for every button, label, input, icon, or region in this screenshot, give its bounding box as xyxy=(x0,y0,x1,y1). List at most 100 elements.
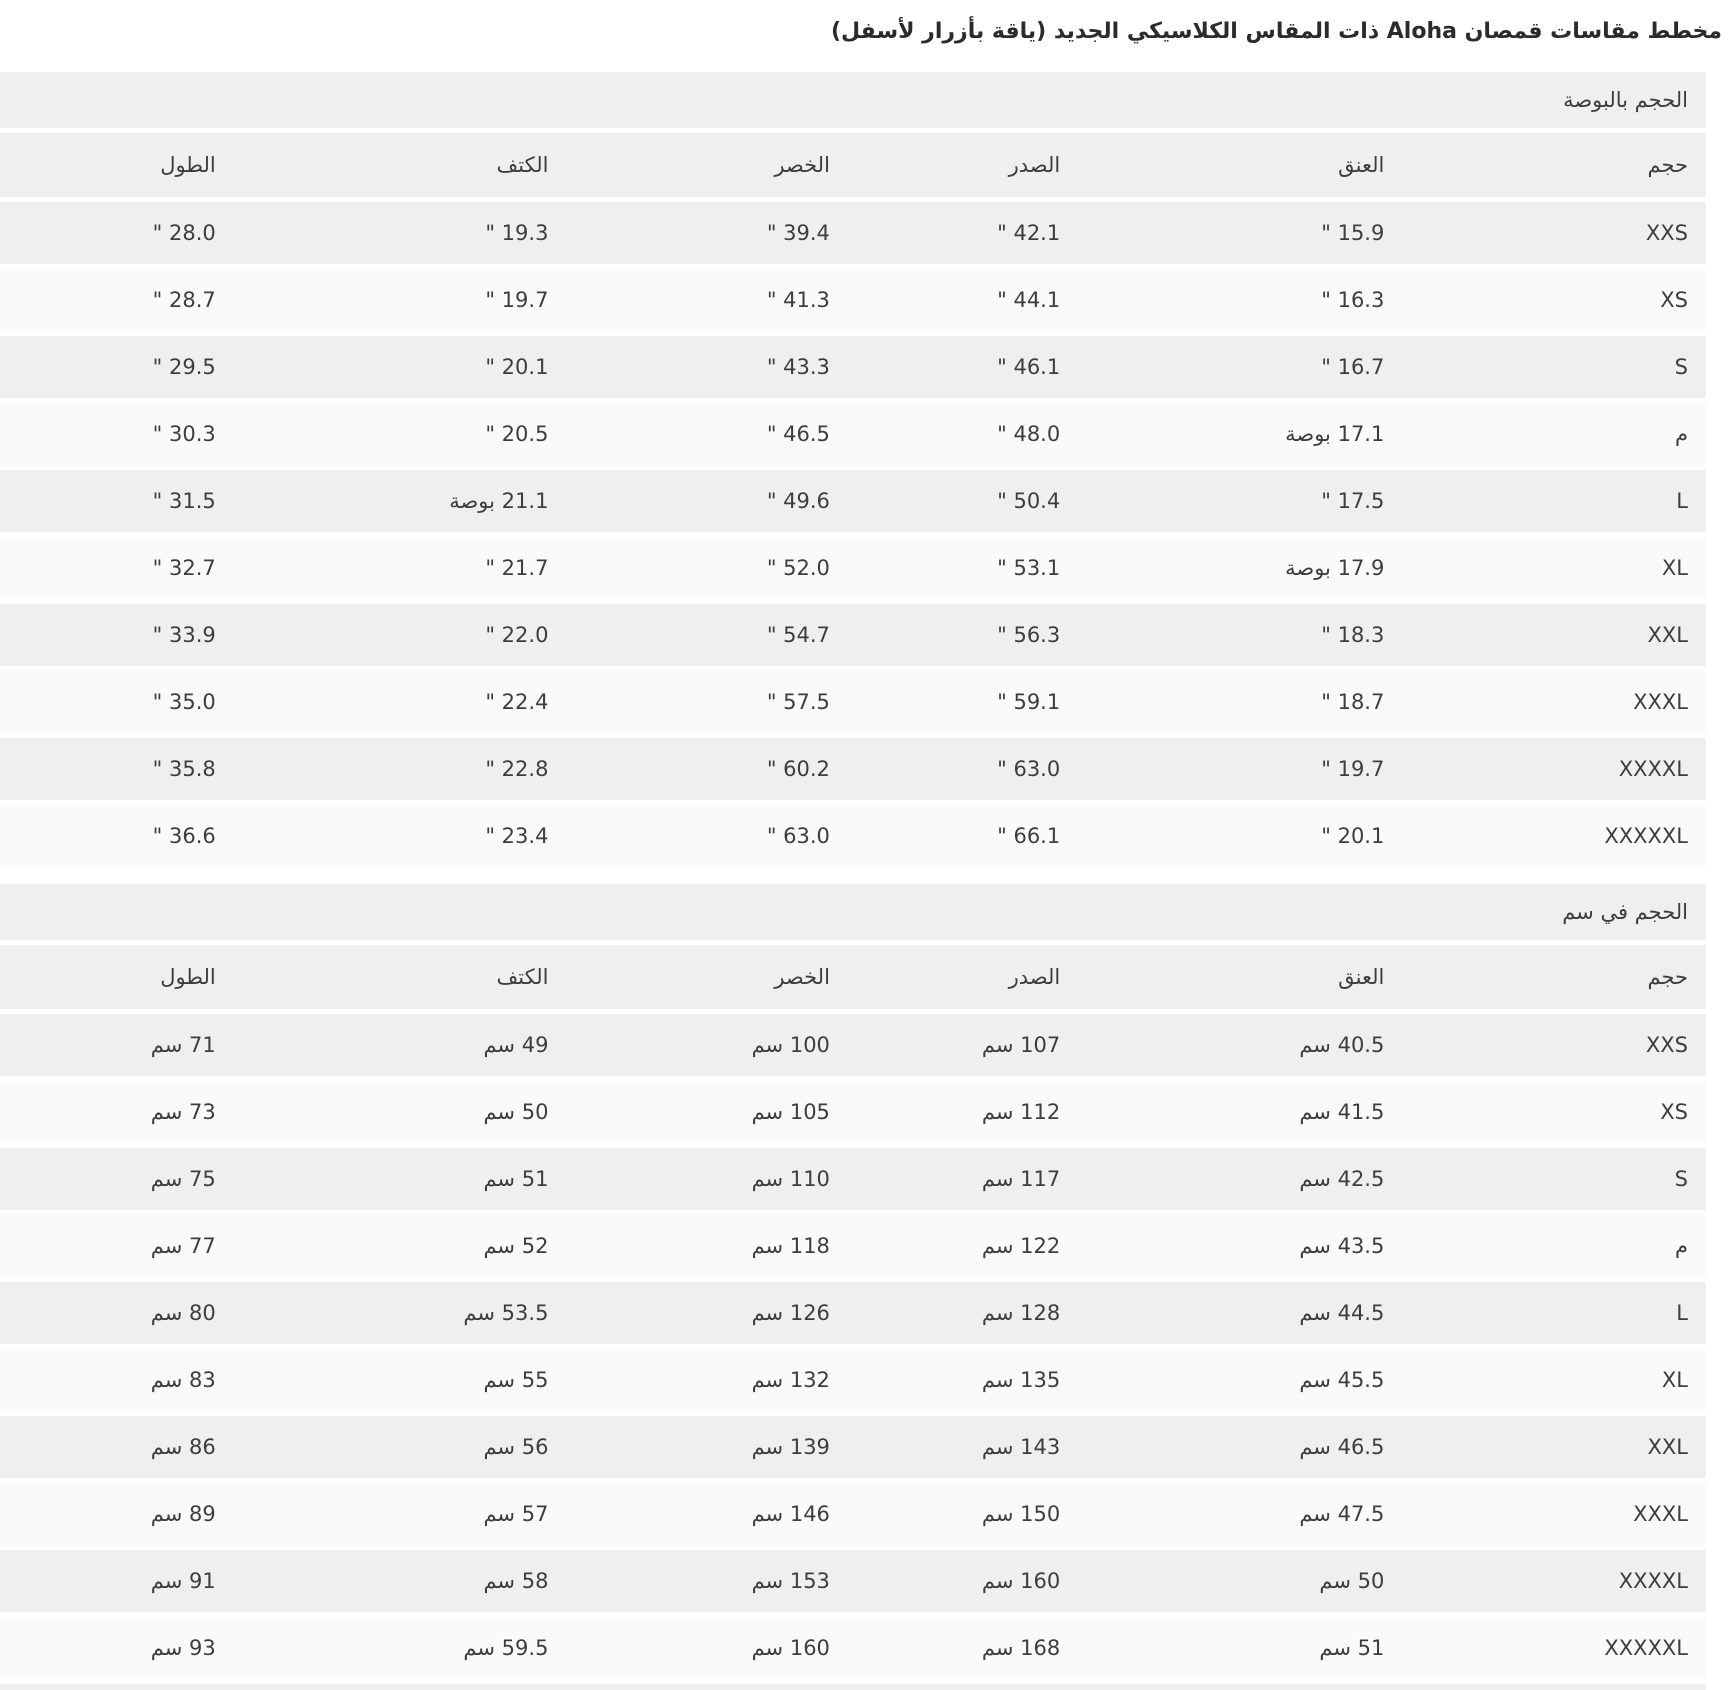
measurement-cell-chest: 44.1 " xyxy=(997,288,1061,312)
size-label-cell: XXXXXL xyxy=(1604,1636,1688,1660)
size-label-cell: XS xyxy=(1660,1100,1688,1124)
measurement-cell-neck: 17.1 بوصة xyxy=(1285,422,1385,446)
measurement-cell-neck: 46.5 سم xyxy=(1299,1435,1385,1459)
column-header-chest: الصدر xyxy=(1008,153,1061,177)
measurement-cell-waist: 126 سم xyxy=(751,1301,830,1325)
measurement-cell-shoulder: 57 سم xyxy=(483,1502,549,1526)
size-label-cell: XXL xyxy=(1647,623,1688,647)
table-row: م 17.1 بوصة 48.0 " 46.5 " 20.5 " 30.3 " xyxy=(0,403,1706,465)
measurement-cell-shoulder: 22.8 " xyxy=(485,757,549,781)
column-header-waist: الخصر xyxy=(774,965,830,989)
measurement-cell-waist: 146 سم xyxy=(751,1502,830,1526)
measurement-cell-neck: 19.7 " xyxy=(1321,757,1385,781)
measurement-cell-shoulder: 21.1 بوصة xyxy=(449,489,549,513)
column-header-shoulder: الكتف xyxy=(496,153,549,177)
measurement-cell-shoulder: 53.5 سم xyxy=(463,1301,549,1325)
measurement-cell-chest: 135 سم xyxy=(981,1368,1061,1392)
column-header-length: الطول xyxy=(160,153,216,177)
measurement-cell-chest: 117 سم xyxy=(981,1167,1061,1191)
measurement-cell-waist: 46.5 " xyxy=(766,422,830,446)
measurement-cell-length: 83 سم xyxy=(150,1368,216,1392)
table-row: XXS 15.9 " 42.1 " 39.4 " 19.3 " 28.0 " xyxy=(0,202,1706,264)
column-header-neck: العنق xyxy=(1338,153,1385,177)
size-table-cm: حجم العنق الصدر الخصر الكتف الطول XXS 40.5 سم 1… xyxy=(0,940,1706,1684)
table-row: م 43.5 سم 122 سم 118 سم 52 سم 77 سم xyxy=(0,1215,1706,1277)
measurement-cell-shoulder: 49 سم xyxy=(483,1033,549,1057)
measurement-cell-waist: 54.7 " xyxy=(766,623,830,647)
table-row: XXXXL 50 سم 160 سم 153 سم 58 سم 91 سم xyxy=(0,1550,1706,1612)
table-row: XS 16.3 " 44.1 " 41.3 " 19.7 " 28.7 " xyxy=(0,269,1706,331)
measurement-cell-waist: 39.4 " xyxy=(766,221,830,245)
column-header-waist: الخصر xyxy=(774,153,830,177)
measurement-cell-chest: 48.0 " xyxy=(997,422,1061,446)
measurement-cell-shoulder: 50 سم xyxy=(483,1100,549,1124)
measurement-cell-waist: 139 سم xyxy=(751,1435,830,1459)
size-label-cell: م xyxy=(1674,1234,1688,1258)
measurement-cell-chest: 66.1 " xyxy=(997,824,1061,848)
measurement-cell-neck: 47.5 سم xyxy=(1299,1502,1385,1526)
measurement-cell-chest: 56.3 " xyxy=(997,623,1061,647)
measurement-cell-neck: 43.5 سم xyxy=(1299,1234,1385,1258)
measurement-cell-waist: 41.3 " xyxy=(766,288,830,312)
measurement-cell-neck: 45.5 سم xyxy=(1299,1368,1385,1392)
measurement-cell-chest: 42.1 " xyxy=(997,221,1061,245)
measurement-cell-shoulder: 21.7 " xyxy=(485,556,549,580)
table-row: XL 17.9 بوصة 53.1 " 52.0 " 21.7 " 32.7 " xyxy=(0,537,1706,599)
column-header-size: حجم xyxy=(1647,965,1688,989)
measurement-cell-neck: 42.5 سم xyxy=(1299,1167,1385,1191)
measurement-cell-length: 30.3 " xyxy=(152,422,216,446)
measurement-cell-waist: 132 سم xyxy=(751,1368,830,1392)
measurement-cell-chest: 107 سم xyxy=(981,1033,1061,1057)
header-row: حجم العنق الصدر الخصر الكتف الطول xyxy=(0,945,1706,1009)
size-label-cell: XXXXL xyxy=(1618,757,1688,781)
measurement-cell-chest: 53.1 " xyxy=(997,556,1061,580)
section-title-cm: الحجم في سم xyxy=(0,884,1706,940)
size-label-cell: XXXL xyxy=(1633,1502,1688,1526)
column-header-shoulder: الكتف xyxy=(496,965,549,989)
measurement-cell-chest: 128 سم xyxy=(981,1301,1061,1325)
measurement-cell-chest: 112 سم xyxy=(981,1100,1061,1124)
measurement-cell-shoulder: 59.5 سم xyxy=(463,1636,549,1660)
measurement-cell-chest: 143 سم xyxy=(981,1435,1061,1459)
measurement-cell-neck: 17.9 بوصة xyxy=(1285,556,1385,580)
measurement-cell-waist: 105 سم xyxy=(751,1100,830,1124)
table-row: XXXL 47.5 سم 150 سم 146 سم 57 سم 89 سم xyxy=(0,1483,1706,1545)
column-header-size: حجم xyxy=(1647,153,1688,177)
measurement-cell-length: 93 سم xyxy=(150,1636,216,1660)
measurement-cell-waist: 63.0 " xyxy=(766,824,830,848)
table-row: S 16.7 " 46.1 " 43.3 " 20.1 " 29.5 " xyxy=(0,336,1706,398)
size-label-cell: XS xyxy=(1660,288,1688,312)
column-header-length: الطول xyxy=(160,965,216,989)
measurement-cell-waist: 118 سم xyxy=(751,1234,830,1258)
measurement-cell-chest: 168 سم xyxy=(981,1636,1061,1660)
measurement-cell-waist: 60.2 " xyxy=(766,757,830,781)
measurement-cell-chest: 160 سم xyxy=(981,1569,1061,1593)
measurement-cell-shoulder: 51 سم xyxy=(483,1167,549,1191)
size-label-cell: XXL xyxy=(1647,1435,1688,1459)
section-title-inches: الحجم بالبوصة xyxy=(0,72,1706,128)
column-header-chest: الصدر xyxy=(1008,965,1061,989)
table-row: XXS 40.5 سم 107 سم 100 سم 49 سم 71 سم xyxy=(0,1014,1706,1076)
measurement-cell-shoulder: 56 سم xyxy=(483,1435,549,1459)
size-label-cell: L xyxy=(1676,489,1688,513)
measurement-cell-chest: 63.0 " xyxy=(997,757,1061,781)
measurement-cell-waist: 52.0 " xyxy=(766,556,830,580)
measurement-cell-length: 75 سم xyxy=(150,1167,216,1191)
measurement-cell-neck: 15.9 " xyxy=(1321,221,1385,245)
measurement-cell-waist: 57.5 " xyxy=(766,690,830,714)
size-label-cell: L xyxy=(1676,1301,1688,1325)
measurement-cell-shoulder: 22.0 " xyxy=(485,623,549,647)
table-row: XL 45.5 سم 135 سم 132 سم 55 سم 83 سم xyxy=(0,1349,1706,1411)
measurement-cell-neck: 44.5 سم xyxy=(1299,1301,1385,1325)
measurement-cell-shoulder: 58 سم xyxy=(483,1569,549,1593)
measurement-cell-chest: 46.1 " xyxy=(997,355,1061,379)
table-row: L 17.5 " 50.4 " 49.6 " 21.1 بوصة 31.5 " xyxy=(0,470,1706,532)
measurement-cell-length: 91 سم xyxy=(150,1569,216,1593)
measurement-cell-length: 32.7 " xyxy=(152,556,216,580)
measurement-cell-length: 28.0 " xyxy=(152,221,216,245)
size-label-cell: م xyxy=(1674,422,1688,446)
size-label-cell: XXS xyxy=(1645,221,1688,245)
measurement-cell-length: 35.8 " xyxy=(152,757,216,781)
measurement-cell-shoulder: 20.5 " xyxy=(485,422,549,446)
